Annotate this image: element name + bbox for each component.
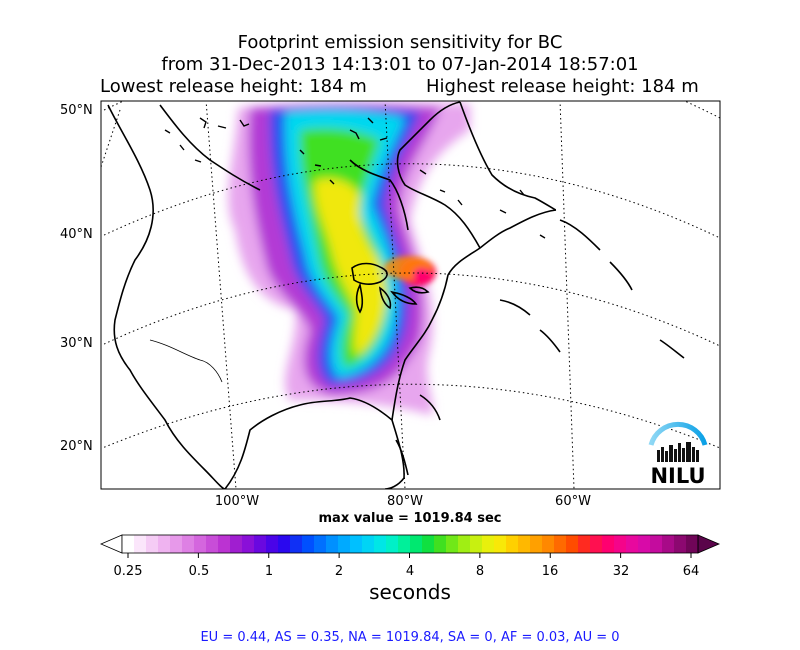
arctic-islands (164, 117, 546, 239)
colorbar-cell (182, 535, 195, 553)
lon-label-60w: 60°W (555, 494, 591, 509)
colorbar-cell (374, 535, 387, 553)
colorbar-tick-label: 2 (334, 564, 344, 579)
colorbar-cell (146, 535, 159, 553)
lon-label-80w: 80°W (387, 494, 423, 509)
colorbar-cell (338, 535, 351, 553)
colorbar-cell (494, 535, 507, 553)
colorbar-cell (626, 535, 639, 553)
colorbar-tick-label: 1 (264, 564, 274, 579)
nilu-logo-text: NILU (650, 464, 705, 488)
colorbar-cell (542, 535, 555, 553)
colorbar-cell (446, 535, 459, 553)
colorbar-cell (566, 535, 579, 553)
plume-yellow-band (314, 178, 387, 355)
colorbar-cell (554, 535, 567, 553)
colorbar-cell (470, 535, 483, 553)
max-value-label: max value = 1019.84 sec (318, 511, 502, 526)
colorbar-cell (590, 535, 603, 553)
sensitivity-plume (228, 101, 470, 415)
colorbar-cell (194, 535, 207, 553)
colorbar-cell (578, 535, 591, 553)
colorbar-cell (278, 535, 291, 553)
colorbar-cell (638, 535, 651, 553)
colorbar (99, 534, 721, 558)
colorbar-tick-label: 8 (475, 564, 485, 579)
colorbar-cell (506, 535, 519, 553)
colorbar-cell (206, 535, 219, 553)
colorbar-cell (482, 535, 495, 553)
coastlines (107, 101, 685, 489)
colorbar-cell (134, 535, 147, 553)
colorbar-cell (410, 535, 423, 553)
lat-label-30n: 30°N (60, 336, 93, 351)
colorbar-tick-label: 0.5 (188, 564, 210, 579)
lat-label-20n: 20°N (60, 439, 93, 454)
lon-label-100w: 100°W (214, 494, 260, 509)
colorbar-left-extension (99, 534, 123, 554)
colorbar-tick-label: 16 (541, 564, 559, 579)
colorbar-right-extension (697, 534, 721, 554)
colorbar-cell (530, 535, 543, 553)
colorbar-cell (122, 535, 135, 553)
colorbar-cell (314, 535, 327, 553)
us-mexico-border (149, 339, 223, 383)
title-line-1: Footprint emission sensitivity for BC (237, 32, 563, 53)
colorbar-unit-label: seconds (369, 580, 451, 604)
colorbar-cell (302, 535, 315, 553)
highest-release-height: Highest release height: 184 m (426, 76, 699, 97)
colorbar-cell (290, 535, 303, 553)
colorbar-cell (398, 535, 411, 553)
regional-totals-footer: EU = 0.44, AS = 0.35, NA = 1019.84, SA =… (200, 630, 620, 645)
colorbar-cell (158, 535, 171, 553)
colorbar-cell (614, 535, 627, 553)
map-frame (100, 100, 721, 490)
colorbar-cell (686, 535, 699, 553)
colorbar-cell (254, 535, 267, 553)
colorbar-tick-label: 64 (682, 564, 700, 579)
colorbar-tick-label: 32 (612, 564, 630, 579)
colorbar-cell (662, 535, 675, 553)
colorbar-cell (326, 535, 339, 553)
colorbar-cell (650, 535, 663, 553)
colorbar-cell (518, 535, 531, 553)
colorbar-cell (350, 535, 363, 553)
colorbar-cell (434, 535, 447, 553)
colorbar-cell (170, 535, 183, 553)
colorbar-cell (266, 535, 279, 553)
colorbar-cell (458, 535, 471, 553)
colorbar-cell (674, 535, 687, 553)
lat-label-40n: 40°N (60, 227, 93, 242)
lat-label-50n: 50°N (60, 103, 93, 118)
great-lakes (351, 262, 430, 314)
colorbar-tick-label: 4 (405, 564, 415, 579)
colorbar-cell (242, 535, 255, 553)
colorbar-cell (386, 535, 399, 553)
colorbar-cell (230, 535, 243, 553)
nilu-logo: NILU (648, 421, 708, 488)
lowest-release-height: Lowest release height: 184 m (100, 76, 367, 97)
colorbar-tick-label: 0.25 (113, 564, 143, 579)
colorbar-cell (602, 535, 615, 553)
colorbar-cell (362, 535, 375, 553)
colorbar-cell (218, 535, 231, 553)
colorbar-cell (422, 535, 435, 553)
title-line-2: from 31-Dec-2013 14:13:01 to 07-Jan-2014… (161, 54, 639, 75)
